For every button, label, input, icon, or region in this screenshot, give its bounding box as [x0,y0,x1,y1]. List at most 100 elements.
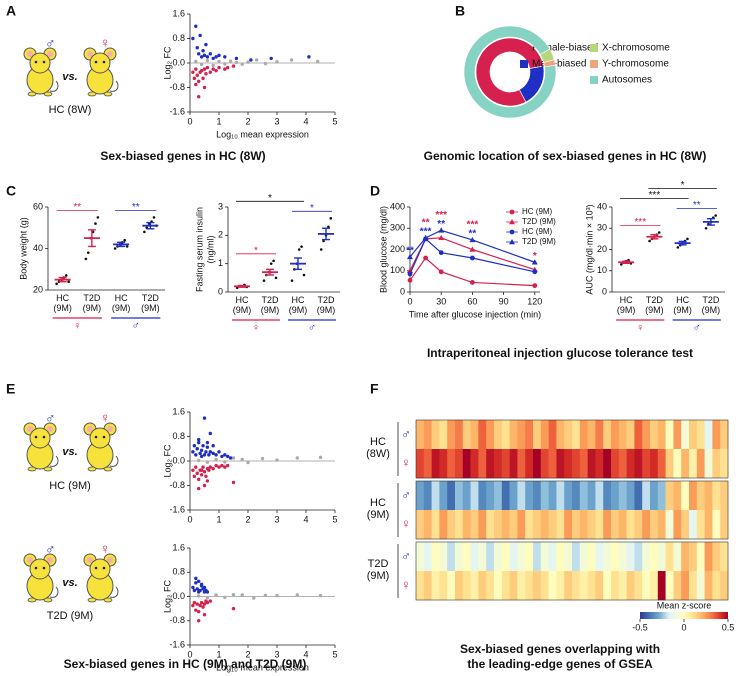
x-tick-label: T2D (9M) [82,293,102,313]
point [197,94,201,99]
colorbar-tick-label: 0.5 [722,622,735,632]
mouse-pair: ♂ ♀ vs. HC (8W) [23,35,119,116]
x-axis-title: Time after glucose injection (min) [409,309,541,319]
point [202,612,207,617]
point [205,460,210,464]
significance-label: ** [132,202,140,213]
heatmap-cell [556,542,565,572]
significance-label: *** [649,190,661,201]
point [201,49,205,53]
heatmap-cell [579,542,588,572]
heatmap-cell [696,420,705,450]
legend-label: Female-biased [532,43,598,54]
heatmap-cell [423,481,432,511]
heatmap-cell [478,481,487,511]
heatmap-cell [462,571,471,601]
heatmap-cell [681,571,690,601]
heatmap-cell [634,420,643,450]
point [226,454,230,459]
point [263,593,268,597]
x-tick-label: HC (9M) [232,295,252,315]
y-axis-title: Log₂ FC [162,444,172,478]
point [202,585,207,590]
heatmap-cell [704,571,713,601]
point [205,600,210,605]
point [205,596,210,600]
heatmap-cell [423,571,432,601]
point [204,72,208,76]
group-label: ♂ [692,322,701,334]
heatmap-cell [447,510,456,540]
point [197,579,201,584]
data-point [648,239,651,243]
y-tick-label: 1.6 [172,8,185,18]
marker [532,269,538,275]
heatmap-cell [704,481,713,511]
point [240,593,244,597]
heatmap-cell [626,510,635,540]
legend-swatch [590,44,598,52]
heatmap-cell [720,571,729,601]
point [197,486,201,491]
significance-label: * [254,245,258,256]
x-tick-label: HC (9M) [616,295,636,315]
point [207,453,211,457]
point [198,603,202,608]
point [199,62,204,67]
significance-label: * [681,180,685,191]
heatmap-cell [681,481,690,511]
point [231,456,236,460]
point [194,24,198,28]
y-tick-label: -0.8 [169,480,185,490]
female-symbol: ♀ [100,541,111,557]
y-tick-label: 400 [390,201,405,211]
heatmap-cell [525,420,534,450]
point [197,437,201,442]
heatmap-cell [533,571,542,601]
heatmap-cell [501,510,510,540]
point [263,61,268,66]
heatmap-cell [548,481,557,511]
data-point [67,280,70,284]
point [217,465,221,469]
x-tick-label: 90 [499,296,509,306]
heatmap-cell [611,481,620,511]
heatmap-cell [548,420,557,450]
heatmap-cell [587,420,596,450]
group-frame [415,419,729,479]
heatmap-cell [579,449,588,479]
data-point [86,251,90,254]
heatmap-cell [673,571,682,601]
annotation: ** [437,219,445,230]
point [205,445,210,449]
heatmap-cell [431,481,440,511]
heatmap-cell [416,510,425,540]
mouse-icon [23,553,59,603]
colorbar-tick-label: 0 [681,622,686,632]
heatmap-cell [689,542,698,572]
y-tick-label: 20 [597,244,607,254]
caption: Genomic location of sex-biased genes in … [424,149,707,163]
heatmap-cell [579,420,588,450]
legend-label: HC (9M) [522,227,553,236]
marker [470,255,475,261]
heatmap-cell [642,481,651,511]
point [255,58,259,62]
point [214,457,218,462]
heatmap-cell [587,510,596,540]
heatmap-cell [431,542,440,572]
data-point [84,257,88,261]
x-axis-title: Log₁₀ mean expression [216,662,309,672]
point [191,603,195,608]
point [199,454,204,459]
heatmap-cell [509,510,518,540]
heatmap-cell [595,420,604,450]
marker [407,253,413,260]
y-tick-label: 3 [218,201,223,211]
annotation: * [533,251,537,262]
x-tick-label: HC (9M) [673,295,692,315]
legend-label: Male-biased [532,59,586,70]
heatmap-cell [540,449,549,479]
data-point [322,239,325,243]
heatmap-cell [533,510,542,540]
